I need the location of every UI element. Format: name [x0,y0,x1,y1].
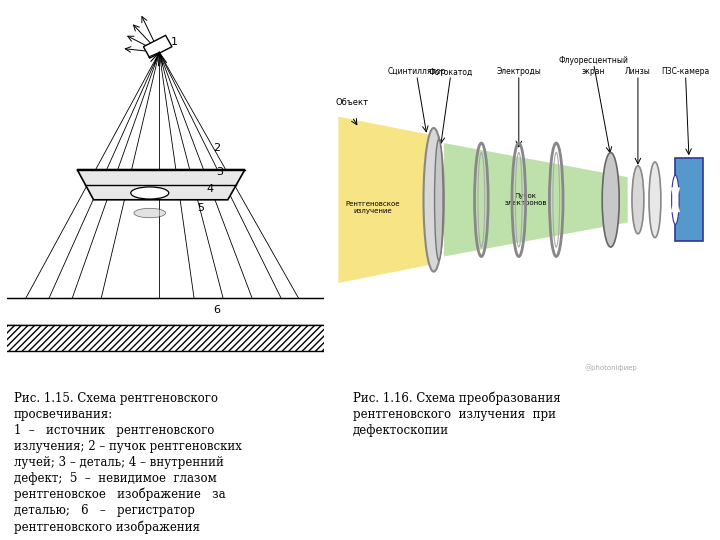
Text: Фотокатод: Фотокатод [428,68,473,77]
Text: Электроды: Электроды [496,68,541,77]
Text: Рис. 1.16. Схема преобразования
рентгеновского  излучения  при
дефектоскопии: Рис. 1.16. Схема преобразования рентгено… [353,392,560,437]
Text: 2: 2 [213,143,220,153]
Ellipse shape [672,175,679,224]
Ellipse shape [435,139,443,260]
Ellipse shape [602,152,619,247]
Ellipse shape [649,162,661,238]
Text: Рис. 1.15. Схема рентгеновского
просвечивания:
1  –   источник   рентгеновского
: Рис. 1.15. Схема рентгеновского просвечи… [14,392,241,534]
Polygon shape [444,143,628,256]
Text: Сцинтиллятор: Сцинтиллятор [387,68,446,77]
Text: 6: 6 [213,305,220,315]
Text: Линзы: Линзы [625,68,651,77]
Polygon shape [143,36,172,58]
Ellipse shape [134,208,166,218]
Ellipse shape [423,128,444,272]
Text: 1: 1 [171,37,177,47]
Text: 5: 5 [197,203,204,213]
Polygon shape [77,170,245,200]
Text: Пучок
электронов: Пучок электронов [504,193,547,206]
Ellipse shape [632,166,644,234]
Bar [0,298,340,325]
Ellipse shape [131,187,168,199]
Text: 3: 3 [216,167,223,177]
Bar [0,325,340,351]
Text: ПЗС-камера: ПЗС-камера [662,68,710,77]
Text: @photoniфиер: @photoniфиер [585,364,637,371]
Bar [675,158,703,241]
Polygon shape [338,117,433,283]
Text: 4: 4 [207,184,214,194]
Text: Флуоресцентный
экран: Флуоресцентный экран [559,56,629,76]
Text: Объект: Объект [336,98,369,107]
Text: Рентгеновское
излучение: Рентгеновское излучение [345,201,400,214]
